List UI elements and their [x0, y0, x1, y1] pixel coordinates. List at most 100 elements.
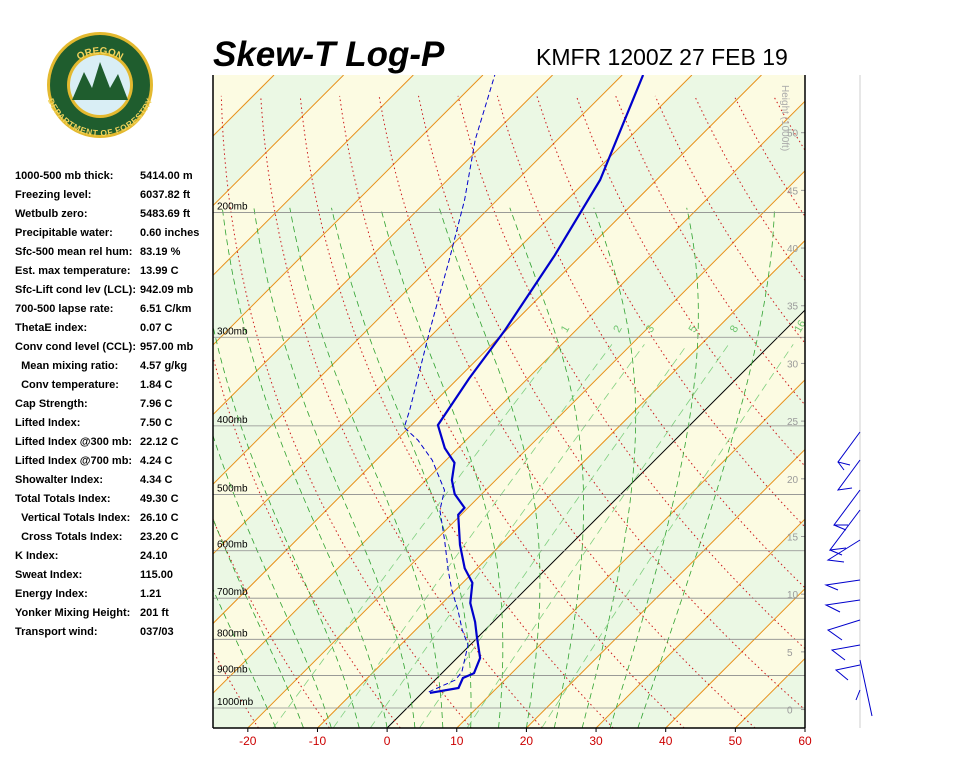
stat-value: 83.19 %: [140, 246, 181, 258]
y2-tick-label: 10: [787, 590, 799, 601]
logo: OREGON DEPARTMENT OF FORESTRY: [45, 32, 155, 138]
profiles: [403, 75, 645, 694]
stats-panel: 1000-500 mb thick: 5414.00 m Freezing leve…: [15, 170, 199, 638]
x-tick-label: 20: [520, 734, 534, 748]
stat-value: 1.84 C: [140, 379, 172, 391]
y2-tick-label: 35: [787, 302, 799, 313]
wind-barb: [830, 644, 861, 661]
isotherm: [213, 75, 484, 346]
stat-label: 1000-500 mb thick:: [15, 170, 113, 182]
y2-tick-label: 40: [787, 244, 799, 255]
stat-value: 7.50 C: [140, 417, 172, 429]
stat-value: 957.00 mb: [140, 341, 193, 353]
stat-value: 23.20 C: [140, 531, 179, 543]
y2-tick-label: 15: [787, 532, 799, 543]
stat-value: 115.00: [140, 569, 173, 581]
isotherm: [247, 170, 805, 728]
stat-value: 22.12 C: [140, 436, 179, 448]
y2-tick-label: 20: [787, 475, 799, 486]
mixing-ratio-label: 3: [644, 323, 657, 334]
moist-adiabat: [581, 207, 637, 728]
mixing-ratio-label: 8: [728, 323, 741, 334]
x-tick-label: 30: [589, 734, 603, 748]
isotherm: [213, 100, 805, 694]
isotherm: [213, 75, 762, 625]
y2-tick-label: 30: [787, 359, 799, 370]
stat-label: Total Totals Index:: [15, 493, 111, 505]
stat-value: 1.21: [140, 588, 161, 600]
stat-label: Energy Index:: [15, 588, 88, 600]
wind-barb: [824, 599, 861, 613]
stat-value: 6.51 C/km: [140, 303, 192, 315]
logo-top-text: OREGON: [75, 46, 125, 63]
mixing-ratio-line: [466, 344, 729, 728]
logo-trees: [72, 62, 128, 100]
moist-adiabat: [438, 207, 541, 728]
stat-label: Yonker Mixing Height:: [15, 607, 130, 619]
stat-label: Conv temperature:: [15, 379, 119, 391]
zero-isotherm: [386, 309, 805, 728]
wind-barb: [826, 539, 861, 563]
mixing-ratio-label: 1: [559, 323, 572, 334]
chart-title: Skew-T Log-P: [213, 35, 445, 74]
wind-barb: [826, 619, 861, 641]
stat-label: Cap Strength:: [15, 398, 88, 410]
isotherm-band: [213, 101, 805, 728]
stat-value: 5414.00 m: [140, 170, 193, 182]
stat-value: 4.24 C: [140, 455, 172, 467]
stat-label: Cross Totals Index:: [15, 531, 122, 543]
dry-adiabat: [339, 95, 685, 728]
moist-adiabat: [509, 207, 584, 728]
wind-barbs: [824, 431, 873, 717]
dry-adiabat: [457, 95, 805, 650]
mixing-ratio-line: [541, 344, 794, 728]
stat-value: 942.09 mb: [140, 284, 193, 296]
y-tick-label: 200mb: [217, 201, 248, 212]
wind-barb: [855, 659, 873, 717]
moist-adiabat: [609, 207, 699, 728]
isotherm: [213, 75, 623, 485]
moist-adiabat: [213, 324, 360, 728]
stat-value: 13.99 C: [140, 265, 179, 277]
moist-adiabat: [289, 207, 444, 728]
isotherm: [595, 518, 805, 728]
stat-value: 201 ft: [140, 607, 169, 619]
y2-tick-label: 50: [787, 129, 799, 140]
dry-adiabat: [496, 95, 805, 589]
mixing-ratio-line: [272, 344, 560, 728]
stat-label: Showalter Index:: [15, 474, 103, 486]
x-tick-label: -20: [239, 734, 257, 748]
y-tick-label: 500mb: [217, 484, 248, 495]
y-tick-label: 1000mb: [217, 697, 254, 708]
stat-value: 7.96 C: [140, 398, 172, 410]
dry-adiabat: [378, 95, 756, 728]
wind-barb: [834, 664, 861, 681]
wind-barb: [837, 431, 861, 471]
x-tick-label: -10: [309, 734, 327, 748]
stat-value: 0.60 inches: [140, 227, 199, 239]
stat-value: 037/03: [140, 626, 174, 638]
plot-background: 1 2 3 5 8 16: [213, 75, 805, 728]
stat-value: 26.10 C: [140, 512, 179, 524]
stat-label: Sfc-Lift cond lev (LCL):: [15, 284, 136, 296]
y-tick-label: 600mb: [217, 540, 248, 551]
stat-value: 4.57 g/kg: [140, 360, 187, 372]
stat-label: ThetaE index:: [15, 322, 87, 334]
isotherm: [213, 75, 344, 207]
x-tick-label: 10: [450, 734, 464, 748]
isotherm: [213, 75, 693, 555]
stat-value: 5483.69 ft: [140, 208, 190, 220]
stat-label: K Index:: [15, 550, 58, 562]
stat-label: Wetbulb zero:: [15, 208, 88, 220]
moist-adiabat: [380, 207, 504, 728]
wind-barb: [833, 489, 861, 531]
stat-label: Lifted Index:: [15, 417, 80, 429]
y-tick-label: 300mb: [217, 326, 248, 337]
stat-label: Freezing level:: [15, 189, 91, 201]
y2-axis-label: Height (1000ft): [779, 85, 790, 151]
mixing-ratio-label: 2: [611, 323, 624, 334]
x-tick-label: 40: [659, 734, 673, 748]
logo-top-path: OREGON: [75, 46, 125, 63]
dry-adiabat: [615, 95, 805, 406]
